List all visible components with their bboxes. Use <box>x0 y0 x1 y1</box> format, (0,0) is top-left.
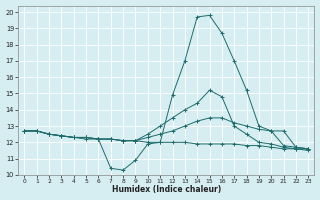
X-axis label: Humidex (Indice chaleur): Humidex (Indice chaleur) <box>112 185 221 194</box>
